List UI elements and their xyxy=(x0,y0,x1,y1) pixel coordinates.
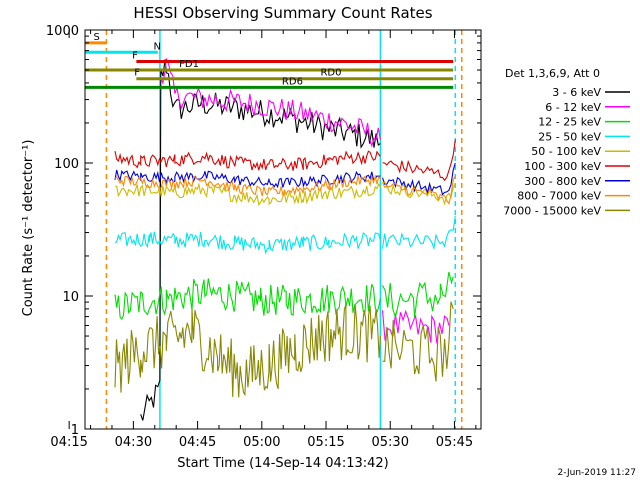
x-tick-label-5: 05:30 xyxy=(372,435,409,450)
series-line-6 xyxy=(381,215,456,251)
series-line-8 xyxy=(381,182,456,206)
y-axis-label: Count Rate (s⁻¹ detector⁻¹) xyxy=(21,140,36,317)
legend: Det 1,3,6,9, Att 0 3 - 6 keV 6 - 12 keV 12… xyxy=(503,67,630,217)
legend-label-4: 50 - 100 keV xyxy=(531,145,601,158)
annotation-label-6: RD6 xyxy=(282,76,303,87)
x-axis-label: Start Time (14-Sep-14 04:13:42) xyxy=(177,456,388,471)
annotation-label-3: FD1 xyxy=(179,59,199,70)
legend-label-3: 25 - 50 keV xyxy=(538,130,601,143)
annotation-label-1: N xyxy=(153,41,160,52)
chart-title: HESSI Observing Summary Count Rates xyxy=(133,4,432,22)
x-tick-label-4: 05:15 xyxy=(307,435,344,450)
legend-label-7: 800 - 7000 keV xyxy=(517,190,601,203)
x-tick-label-3: 05:00 xyxy=(243,435,280,450)
series-line-3 xyxy=(114,278,381,321)
legend-label-1: 6 - 12 keV xyxy=(545,101,601,114)
series-line-16 xyxy=(382,301,454,382)
annotation-label-0: S xyxy=(94,32,100,43)
x-tick-label-2: 04:45 xyxy=(179,435,216,450)
legend-label-6: 300 - 800 keV xyxy=(524,175,601,188)
y-tick-label-2: 100 xyxy=(54,157,79,172)
annotation-label-4: F xyxy=(134,68,140,79)
series-line-15 xyxy=(114,304,381,398)
x-tick-label-0: 04:15 xyxy=(50,435,87,450)
series-line-5 xyxy=(114,231,381,255)
series-line-9 xyxy=(114,150,381,171)
series-line-1 xyxy=(160,58,381,148)
legend-label-5: 100 - 300 keV xyxy=(524,160,601,173)
annotation-label-5: RD0 xyxy=(320,68,341,79)
y-tick-label-3: 1000 xyxy=(46,24,79,39)
footer-timestamp: 2-Jun-2019 11:27 xyxy=(558,468,637,478)
annotation-label-2: F xyxy=(132,50,138,61)
legend-label-2: 12 - 25 keV xyxy=(538,116,601,129)
legend-header: Det 1,3,6,9, Att 0 xyxy=(505,67,600,80)
legend-label-8: 7000 - 15000 keV xyxy=(503,204,601,217)
plot-frame xyxy=(84,29,482,430)
series-line-14 xyxy=(382,175,456,205)
y-tick-label-0: 1 xyxy=(71,423,79,438)
series-line-10 xyxy=(382,139,456,182)
plot-area: S N F FD1 F RD0 RD6 1 10 100 1000 04:15 04:30 04:45 05… xyxy=(46,24,481,450)
x-tick-label-6: 05:45 xyxy=(436,435,473,450)
y-tick-label-1: 10 xyxy=(62,290,79,305)
x-tick-label-1: 04:30 xyxy=(115,435,152,450)
legend-label-0: 3 - 6 keV xyxy=(552,86,601,99)
series-line-13 xyxy=(114,174,381,198)
series-line-4 xyxy=(382,271,454,320)
